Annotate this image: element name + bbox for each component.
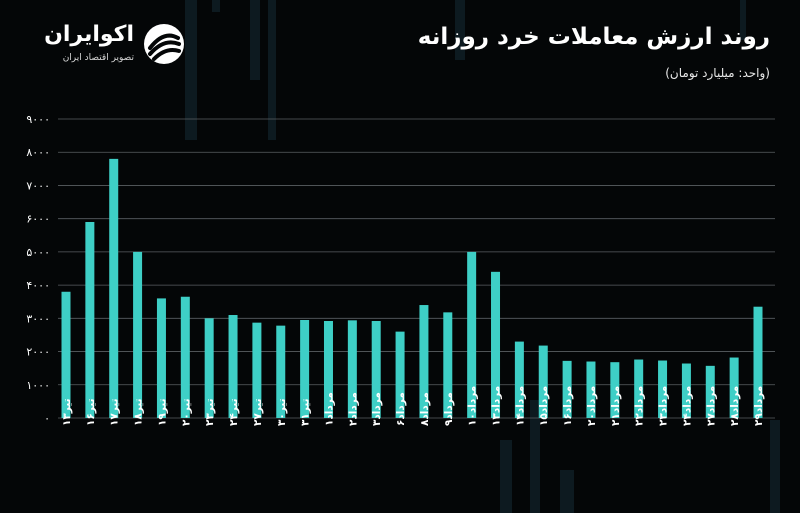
bar <box>156 298 166 418</box>
y-tick-label: ۸۰۰۰ <box>26 146 50 159</box>
deco-stripe <box>212 0 220 12</box>
x-axis: تیر۱۳ تیر۱۶ تیر۱۷ تیر۱۸ تیر۱۹ تیر۲۰ تیر۲۳ تیر۲۴… <box>61 386 765 426</box>
y-axis: ۰ ۱۰۰۰ ۲۰۰۰ ۳۰۰۰ ۴۰۰۰ ۵۰۰۰ ۶۰۰۰ ۷۰۰۰ ۸۰۰۰ ۹۰۰۰ <box>26 113 50 425</box>
bar <box>610 362 620 418</box>
bar <box>133 251 143 418</box>
ecoiran-logo-icon <box>144 24 184 64</box>
x-tick-label: مرداد۲۱ <box>610 386 622 426</box>
x-tick-label: تیر۲۴ <box>228 398 240 426</box>
deco-stripe <box>455 0 465 60</box>
bar <box>443 312 453 418</box>
bar <box>586 361 596 418</box>
bar <box>276 325 286 418</box>
bar <box>681 363 691 418</box>
bar <box>347 320 357 418</box>
x-tick-label: مرداد۱۶ <box>562 386 574 426</box>
x-tick-label: تیر۳۱ <box>300 398 312 426</box>
deco-stripe <box>740 0 746 40</box>
bar <box>371 320 381 418</box>
x-tick-label: مرداد۳ <box>371 392 383 426</box>
bar <box>514 341 524 418</box>
x-tick-label: مرداد۲ <box>347 392 359 426</box>
y-tick-label: ۲۰۰۰ <box>26 346 50 359</box>
deco-stripe <box>770 420 780 513</box>
y-tick-label: ۷۰۰۰ <box>26 179 50 192</box>
x-tick-label: مرداد۶ <box>395 392 407 426</box>
x-tick-label: مرداد۲۰ <box>586 386 598 426</box>
x-tick-label: مرداد۸ <box>419 392 431 426</box>
bar <box>180 296 190 418</box>
bar <box>753 306 763 418</box>
bar <box>228 315 238 418</box>
x-tick-label: مرداد۲۷ <box>705 386 717 426</box>
deco-stripe <box>500 440 512 513</box>
x-tick-label: تیر۱۶ <box>85 398 97 426</box>
chart-subtitle: (واحد: میلیارد تومان) <box>665 66 770 80</box>
bar <box>204 318 214 418</box>
bar <box>562 360 572 418</box>
bar <box>634 359 644 418</box>
x-tick-label: مرداد۲۴ <box>681 386 693 426</box>
chart-title: روند ارزش معاملات خرد روزانه <box>417 24 770 50</box>
x-tick-label: تیر۱۷ <box>109 398 121 426</box>
bar <box>109 158 119 418</box>
x-tick-label: تیر۲۷ <box>252 398 264 426</box>
deco-stripe <box>530 400 540 513</box>
brand-name: اکوایران <box>44 22 134 47</box>
bar <box>538 345 548 418</box>
deco-stripe <box>250 0 260 80</box>
deco-stripe <box>560 470 574 513</box>
y-tick-label: ۹۰۰۰ <box>26 113 50 126</box>
bar <box>419 305 429 418</box>
x-tick-label: مرداد۹ <box>443 392 455 426</box>
bar <box>300 319 310 418</box>
y-tick-label: ۳۰۰۰ <box>26 312 50 325</box>
x-tick-label: مرداد۱۰ <box>467 386 479 426</box>
bar <box>395 331 405 418</box>
bar <box>658 360 668 418</box>
bar <box>85 221 95 418</box>
bars <box>61 158 763 418</box>
bar <box>705 365 715 418</box>
y-tick-label: ۶۰۰۰ <box>26 213 50 226</box>
x-tick-label: مرداد۱ <box>323 392 335 426</box>
brand-block: اکوایران تصویر اقتصاد ایران <box>28 20 198 70</box>
bar <box>729 357 739 418</box>
grid-layer <box>58 118 775 419</box>
x-tick-label: تیر۲۰ <box>180 398 192 426</box>
bar <box>323 320 333 418</box>
brand-tagline: تصویر اقتصاد ایران <box>62 53 134 63</box>
deco-stripe <box>268 0 276 140</box>
x-tick-label: مرداد۲۳ <box>658 386 670 426</box>
bar <box>491 271 501 418</box>
bar <box>252 322 262 418</box>
x-tick-label: مرداد۱۵ <box>538 386 550 426</box>
y-tick-label: ۰ <box>44 412 50 425</box>
y-tick-label: ۴۰۰۰ <box>26 279 50 292</box>
x-tick-label: تیر۱۹ <box>156 398 168 426</box>
x-tick-label: مرداد۲۹ <box>753 386 765 426</box>
x-tick-label: تیر۱۸ <box>133 398 145 426</box>
deco-stripe <box>185 0 197 140</box>
x-tick-label: مرداد۱۳ <box>491 386 503 426</box>
x-tick-label: تیر۱۳ <box>61 398 73 426</box>
y-tick-label: ۱۰۰۰ <box>26 379 50 392</box>
x-tick-label: تیر۳۰ <box>276 398 288 426</box>
x-tick-label: مرداد۲۲ <box>634 386 646 426</box>
x-tick-label: مرداد۱۴ <box>514 386 526 426</box>
x-tick-label: مرداد۲۸ <box>729 386 741 426</box>
bar <box>467 251 477 418</box>
y-tick-label: ۵۰۰۰ <box>26 246 50 259</box>
x-tick-label: تیر۲۳ <box>204 398 216 426</box>
bar <box>61 291 71 418</box>
